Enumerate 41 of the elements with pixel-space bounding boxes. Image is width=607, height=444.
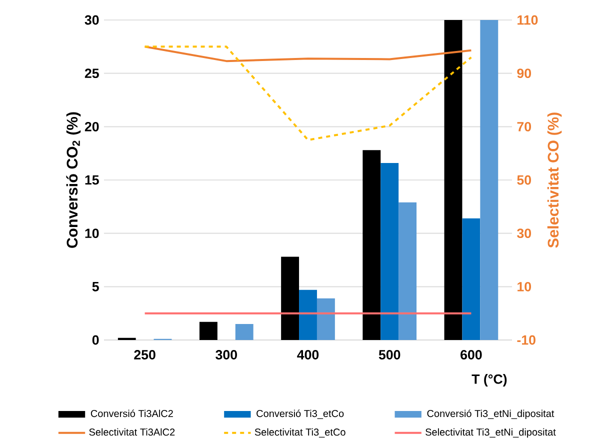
x-axis-title: T (°C) [472,374,507,386]
y-tick-label: 25 [84,68,99,78]
y-tick-label: 10 [85,228,99,238]
bar [380,162,399,340]
bar [362,150,381,340]
x-tick-label: 600 [460,350,482,360]
y2-tick-label: 50 [517,175,532,185]
bar [299,290,317,340]
legend-label: Conversió Ti3_etNi_dipositat [427,410,554,420]
legend-label: Selectivitat Ti3AlC2 [89,428,175,436]
bar [444,20,462,340]
legend-label: Conversió Ti3_etCo [256,410,344,419]
y2-tick-label: -10 [517,335,536,345]
y-tick-label: 5 [92,282,99,292]
bar [281,256,300,340]
x-tick-label: 400 [297,350,319,360]
y-tick-label: 20 [84,122,99,132]
y2-tick-label: 30 [517,228,532,238]
x-tick-label: 300 [216,350,237,360]
line-series [144,46,472,62]
line-series [144,46,472,141]
x-tick-label: 250 [134,350,156,360]
bar [235,324,254,340]
y2-tick-label: 110 [518,15,538,25]
y2-axis-title: Selectivitat CO (%) [547,112,562,248]
y2-tick-label: 90 [517,68,532,78]
bar [398,202,417,340]
bar [462,218,480,340]
y2-tick-label: 10 [518,282,532,292]
x-tick-label: 500 [378,350,400,360]
y-tick-label: 15 [85,175,99,185]
y-axis-title: Conversió CO$_{2}$ (%) [66,112,81,248]
legend-label: Conversió Ti3AlC2 [90,410,173,418]
bar [199,322,218,340]
bar [316,298,335,340]
legend-label: Selectivitat Ti3_etNi_dipositat [426,428,556,438]
y-tick-label: 30 [84,15,99,25]
y-tick-label: 0 [92,335,99,345]
y2-tick-label: 70 [517,122,532,132]
legend-label: Selectivitat Ti3_etCo [254,428,346,438]
bar [480,20,498,340]
